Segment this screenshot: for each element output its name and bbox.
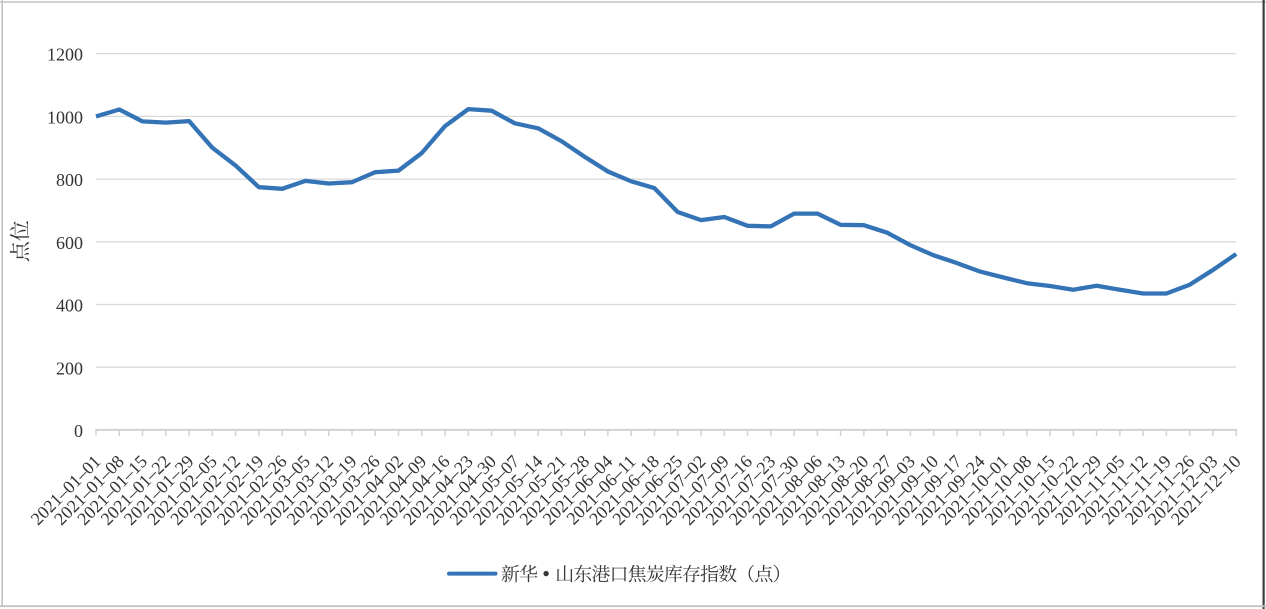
svg-text:0: 0: [74, 421, 83, 441]
svg-text:1000: 1000: [47, 108, 83, 128]
svg-text:800: 800: [56, 170, 83, 190]
svg-text:200: 200: [56, 358, 83, 378]
svg-text:600: 600: [56, 233, 83, 253]
svg-text:1200: 1200: [47, 45, 83, 65]
svg-text:400: 400: [56, 296, 83, 316]
